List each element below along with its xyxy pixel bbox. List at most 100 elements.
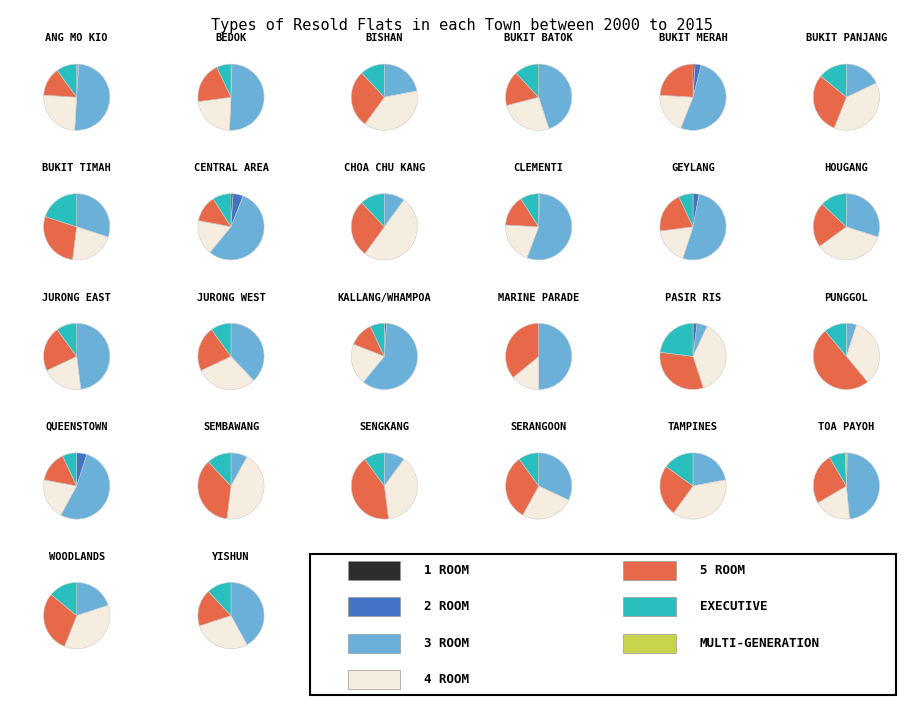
Wedge shape xyxy=(693,323,707,356)
Text: YISHUN: YISHUN xyxy=(213,552,249,562)
Wedge shape xyxy=(43,330,77,371)
Bar xyxy=(347,634,400,652)
Wedge shape xyxy=(65,606,110,649)
Wedge shape xyxy=(693,194,699,227)
Wedge shape xyxy=(351,344,384,382)
Wedge shape xyxy=(384,453,404,486)
Wedge shape xyxy=(505,199,539,227)
Text: JURONG WEST: JURONG WEST xyxy=(197,292,265,302)
Wedge shape xyxy=(846,453,880,519)
Text: BISHAN: BISHAN xyxy=(366,33,403,43)
Wedge shape xyxy=(63,453,77,486)
Wedge shape xyxy=(820,227,878,260)
Wedge shape xyxy=(198,591,231,626)
Wedge shape xyxy=(43,595,77,647)
Wedge shape xyxy=(513,356,539,390)
Wedge shape xyxy=(521,194,539,227)
Wedge shape xyxy=(43,217,77,260)
Bar xyxy=(624,634,676,652)
Wedge shape xyxy=(660,95,693,128)
Wedge shape xyxy=(231,453,247,486)
Text: JURONG EAST: JURONG EAST xyxy=(43,292,111,302)
Wedge shape xyxy=(505,73,539,105)
Wedge shape xyxy=(505,459,539,515)
Wedge shape xyxy=(506,97,549,130)
Text: SENGKANG: SENGKANG xyxy=(359,422,409,432)
Wedge shape xyxy=(846,194,880,237)
Wedge shape xyxy=(44,456,77,486)
Text: BUKIT MERAH: BUKIT MERAH xyxy=(659,33,727,43)
Wedge shape xyxy=(813,204,846,246)
Text: 1 ROOM: 1 ROOM xyxy=(424,564,469,577)
Wedge shape xyxy=(198,67,231,102)
Text: HOUGANG: HOUGANG xyxy=(824,163,869,173)
Wedge shape xyxy=(539,194,540,227)
Wedge shape xyxy=(693,326,726,388)
Wedge shape xyxy=(43,71,77,97)
Text: 4 ROOM: 4 ROOM xyxy=(424,673,469,686)
Text: TAMPINES: TAMPINES xyxy=(668,422,718,432)
Bar xyxy=(624,561,676,580)
Wedge shape xyxy=(351,202,384,253)
Text: MARINE PARADE: MARINE PARADE xyxy=(498,292,579,302)
Wedge shape xyxy=(213,194,231,227)
Wedge shape xyxy=(198,220,231,252)
Bar xyxy=(347,561,400,580)
Wedge shape xyxy=(198,462,231,519)
Wedge shape xyxy=(365,91,418,130)
Wedge shape xyxy=(363,323,418,390)
Text: PASIR RIS: PASIR RIS xyxy=(665,292,721,302)
Wedge shape xyxy=(846,453,847,486)
Wedge shape xyxy=(845,453,846,486)
Text: CENTRAL AREA: CENTRAL AREA xyxy=(193,163,269,173)
Wedge shape xyxy=(813,76,846,128)
Wedge shape xyxy=(77,323,110,390)
Wedge shape xyxy=(660,352,703,390)
Wedge shape xyxy=(61,454,110,519)
Wedge shape xyxy=(818,486,849,519)
Wedge shape xyxy=(231,64,232,97)
Text: ANG MO KIO: ANG MO KIO xyxy=(45,33,108,43)
Text: MULTI-GENERATION: MULTI-GENERATION xyxy=(699,636,820,649)
Bar xyxy=(347,597,400,616)
Wedge shape xyxy=(660,467,693,513)
Wedge shape xyxy=(693,323,697,356)
Text: SEMBAWANG: SEMBAWANG xyxy=(203,422,259,432)
Wedge shape xyxy=(683,194,726,260)
Wedge shape xyxy=(660,323,693,356)
Wedge shape xyxy=(75,64,110,130)
Wedge shape xyxy=(57,323,77,356)
Wedge shape xyxy=(371,323,384,356)
Wedge shape xyxy=(539,323,572,390)
Wedge shape xyxy=(231,194,243,227)
Wedge shape xyxy=(208,582,231,616)
Bar xyxy=(624,597,676,616)
Wedge shape xyxy=(516,64,539,97)
Wedge shape xyxy=(351,459,388,519)
Wedge shape xyxy=(384,64,417,97)
Wedge shape xyxy=(212,323,231,356)
Wedge shape xyxy=(77,64,79,97)
Text: PUNGGOL: PUNGGOL xyxy=(824,292,869,302)
Wedge shape xyxy=(361,194,384,227)
Wedge shape xyxy=(825,323,846,356)
Wedge shape xyxy=(210,196,264,260)
Wedge shape xyxy=(822,194,846,227)
Wedge shape xyxy=(77,64,78,97)
Wedge shape xyxy=(505,323,539,377)
Text: GEYLANG: GEYLANG xyxy=(671,163,715,173)
Wedge shape xyxy=(231,323,264,381)
Wedge shape xyxy=(693,64,695,97)
Text: CHOA CHU KANG: CHOA CHU KANG xyxy=(344,163,425,173)
Text: 2 ROOM: 2 ROOM xyxy=(424,600,469,613)
Wedge shape xyxy=(201,356,254,390)
Text: KALLANG/WHAMPOA: KALLANG/WHAMPOA xyxy=(337,292,432,302)
Wedge shape xyxy=(681,65,726,130)
Text: 5 ROOM: 5 ROOM xyxy=(699,564,745,577)
Wedge shape xyxy=(365,453,384,486)
Wedge shape xyxy=(365,200,418,260)
Wedge shape xyxy=(830,453,846,486)
Text: BUKIT PANJANG: BUKIT PANJANG xyxy=(806,33,887,43)
Text: CLEMENTI: CLEMENTI xyxy=(514,163,564,173)
Wedge shape xyxy=(519,453,539,486)
